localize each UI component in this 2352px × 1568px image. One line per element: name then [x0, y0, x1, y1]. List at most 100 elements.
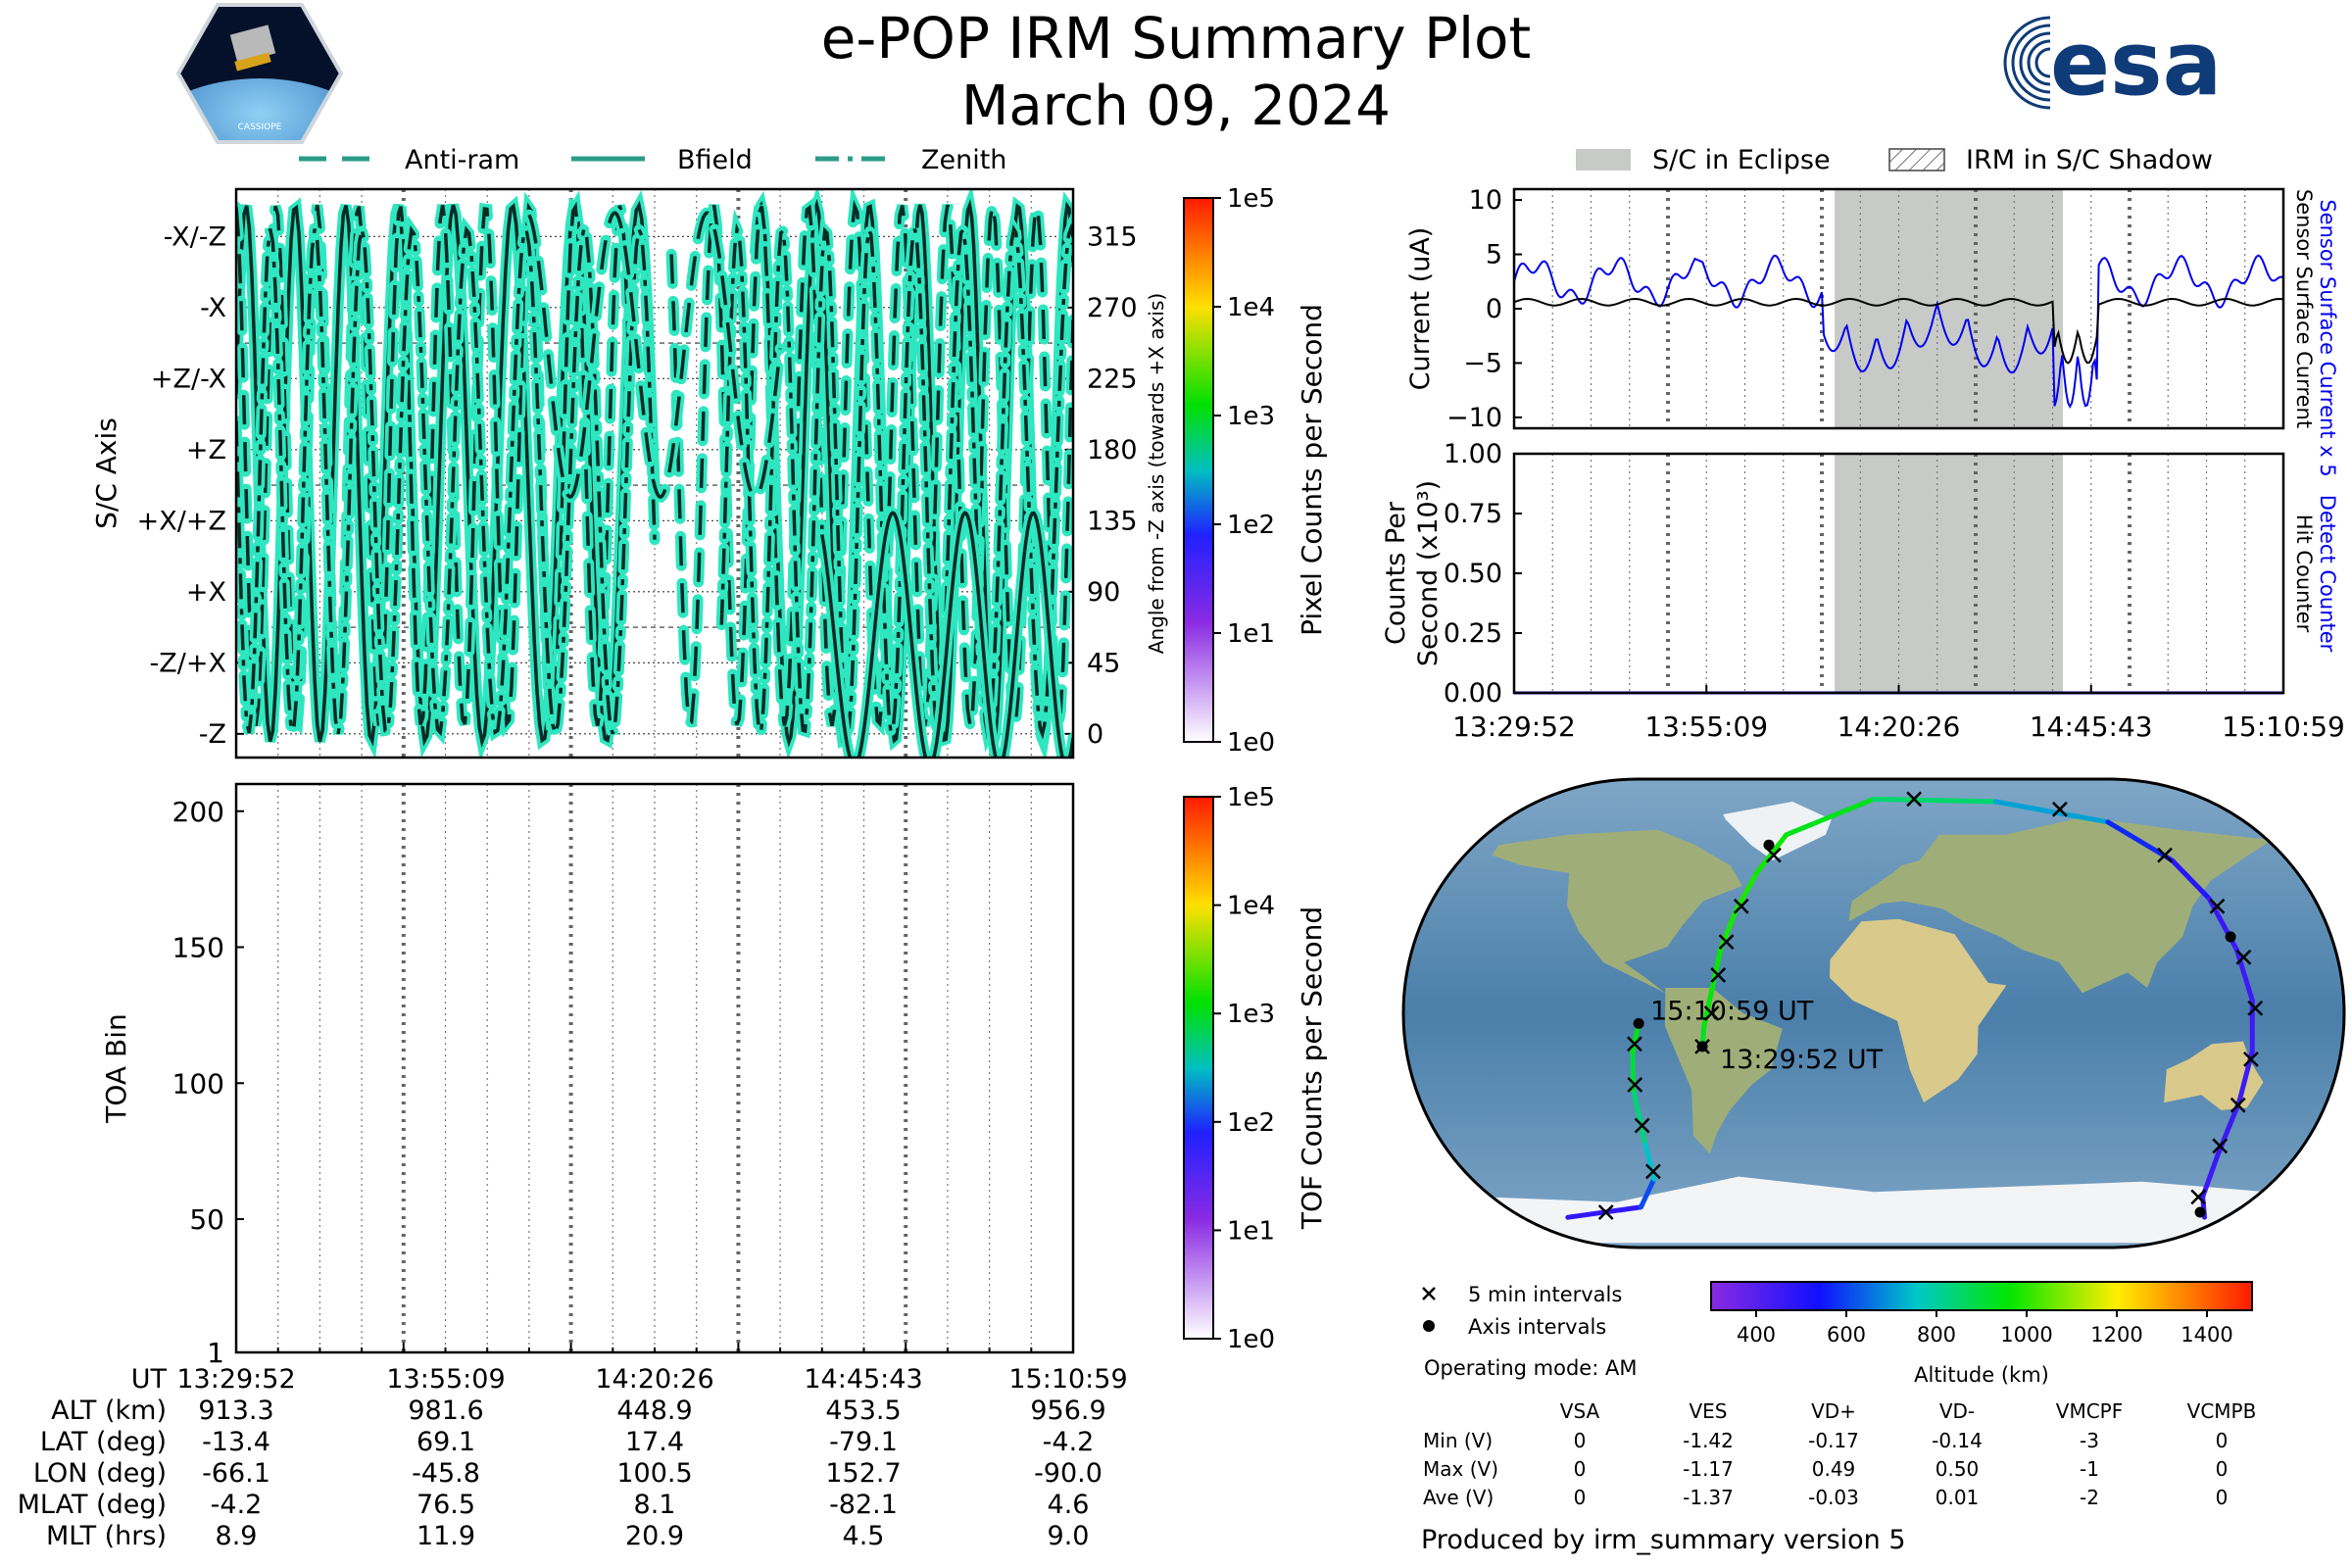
- attitude-frame: [234, 187, 1075, 760]
- orbit-map-panel: 13:29:52 UT 15:10:59 UT 5 min intervals Axi…: [1401, 777, 2346, 1339]
- voltage-row-label: Max (V): [1423, 1457, 1498, 1481]
- footer-credit: Produced by irm_summary version 5: [1421, 1525, 1906, 1555]
- five-min-marker: [1710, 967, 1727, 983]
- esa-logo-text: esa: [2050, 13, 2222, 116]
- counts-tick-label: 1.00: [1444, 439, 1502, 469]
- colorbar-tick-label: 1e1: [1227, 619, 1275, 649]
- toa-ylabel: TOA Bin: [100, 1013, 132, 1123]
- ephemeris-cell: 8.9: [215, 1521, 258, 1551]
- voltage-header: VSA: [1559, 1399, 1600, 1423]
- track-end-label: 15:10:59 UT: [1650, 996, 1814, 1026]
- ephemeris-cell: -90.0: [1034, 1458, 1102, 1489]
- ephemeris-cell: 956.9: [1030, 1396, 1106, 1426]
- ephemeris-cell: 11.9: [416, 1521, 476, 1551]
- attitude-axis-tick-label: +X: [186, 577, 226, 608]
- ground-track-segment: [1718, 908, 1739, 953]
- legend-label: Zenith: [921, 145, 1006, 175]
- five-min-marker: [1733, 898, 1749, 914]
- five-min-marker: [2190, 1189, 2207, 1205]
- altitude-tick-label: 1400: [2180, 1323, 2232, 1347]
- ground-track-segment: [1992, 799, 2111, 825]
- voltage-cell: 0: [2215, 1429, 2229, 1452]
- five-min-marker: [1645, 1163, 1661, 1180]
- operating-mode: Operating mode: AM: [1424, 1356, 1638, 1380]
- shadow-swatch: [1888, 148, 1945, 172]
- counts-tick-label: 0.50: [1444, 559, 1502, 589]
- axis-interval-marker: [1763, 839, 1775, 851]
- attitude-axis-tick-label: -Z/+X: [150, 648, 226, 678]
- ephemeris-cell: 14:20:26: [595, 1364, 714, 1395]
- voltage-cell: -1: [2080, 1457, 2099, 1481]
- voltage-cell: 0: [2215, 1486, 2229, 1509]
- altitude-tick-label: 600: [1827, 1323, 1866, 1347]
- africa: [1830, 918, 2007, 1103]
- current-traces: [1514, 254, 2283, 409]
- legend-dot-marker: [1423, 1320, 1435, 1332]
- ground-track-segment: [1631, 1087, 1647, 1144]
- series-sensor-current: [1514, 297, 2283, 365]
- greenland: [1723, 802, 1832, 860]
- toa-tick-label: 100: [172, 1067, 224, 1100]
- current-tick-label: 5: [1486, 240, 1502, 270]
- attitude-axis-tick-label: +X/+Z: [137, 506, 226, 536]
- toa-frame: [234, 782, 1075, 1354]
- five-min-marker: [1703, 1005, 1720, 1021]
- ground-track-segment: [1638, 1176, 1657, 1210]
- altitude-tick-label: 1000: [2000, 1323, 2052, 1347]
- voltage-header: VCMPB: [2186, 1399, 2257, 1423]
- current-tick-label: 10: [1469, 185, 1502, 216]
- voltage-table: VSA VES VD+ VD- VMCPF VCMPB Min (V) 0 -1.42 -0.17…: [1423, 1399, 2305, 1517]
- trace-solid: [820, 511, 1073, 758]
- legend-label: IRM in S/C Shadow: [1966, 145, 2213, 175]
- voltage-header: VD-: [1938, 1399, 1976, 1423]
- ephemeris-cell: 15:10:59: [1008, 1364, 1128, 1395]
- antarctica: [1484, 1176, 2268, 1244]
- ephemeris-cell: 17.4: [624, 1427, 685, 1457]
- five-min-marker: [1597, 1204, 1614, 1220]
- ephemeris-cell: -13.4: [202, 1427, 270, 1457]
- attitude-angle-tick-label: 180: [1087, 435, 1138, 466]
- voltage-cell: -0.14: [1932, 1429, 1983, 1452]
- ephemeris-cell: -79.1: [829, 1427, 898, 1457]
- ephemeris-cell: 4.5: [842, 1521, 885, 1551]
- ground-track-segment: [2200, 1151, 2222, 1200]
- five-min-marker: [2157, 847, 2173, 863]
- five-min-marker: [2242, 1051, 2259, 1067]
- north-america: [1492, 829, 1742, 994]
- five-min-marker: [2212, 1138, 2229, 1154]
- five-min-marker: [2235, 949, 2252, 965]
- ephemeris-cell: 9.0: [1047, 1521, 1090, 1551]
- eclipse-band: [1835, 189, 2063, 428]
- trace-dashed: [236, 201, 632, 728]
- ephemeris-row-label: ALT (km): [51, 1396, 167, 1426]
- ephemeris-cell: 20.9: [624, 1521, 685, 1551]
- south-america: [1664, 988, 1783, 1154]
- ground-track-segment: [2105, 819, 2175, 863]
- voltage-row-label: Ave (V): [1423, 1486, 1494, 1509]
- voltage-header: VES: [1689, 1399, 1728, 1423]
- attitude-right-label: Angle from -Z axis (towards +X axis): [1145, 293, 1168, 654]
- ephemeris-cell: 152.7: [825, 1458, 902, 1489]
- map-border: [1401, 777, 2346, 1250]
- ephemeris-cell: 76.5: [416, 1490, 476, 1520]
- altitude-tick-label: 800: [1917, 1323, 1956, 1347]
- counts-tick-label: 0.25: [1444, 618, 1502, 649]
- counts-tick-label: 0.00: [1444, 678, 1502, 709]
- voltage-cell: 0: [2215, 1457, 2229, 1481]
- voltage-cell: -1.17: [1683, 1457, 1734, 1481]
- axis-interval-marker: [2194, 1206, 2206, 1218]
- ephemeris-cell: 13:55:09: [386, 1364, 506, 1395]
- counts-ylabel-1: Counts Per: [1381, 501, 1411, 645]
- track-start-label: 13:29:52 UT: [1720, 1045, 1884, 1075]
- five-min-marker: [1766, 847, 1782, 863]
- ground-track-segment: [2233, 947, 2255, 1004]
- ephemeris-cell: 4.6: [1047, 1490, 1090, 1520]
- attitude-panel: -X/-Z 315 -X 270 +Z/-X 225 +Z 180 +X/+Z 135 +X 90 -Z…: [90, 184, 1328, 760]
- voltage-cell: 0: [1573, 1429, 1587, 1452]
- counts-x-tick-label: 14:45:43: [2030, 710, 2153, 743]
- current-panel: 10 5 0 −5 −10 Current (uA) Sensor Surface Curr…: [1405, 185, 2339, 477]
- map-body: [1403, 779, 2344, 1248]
- voltage-cell: -0.03: [1808, 1486, 1859, 1509]
- colorbar-tick-label: 1e0: [1227, 1325, 1275, 1354]
